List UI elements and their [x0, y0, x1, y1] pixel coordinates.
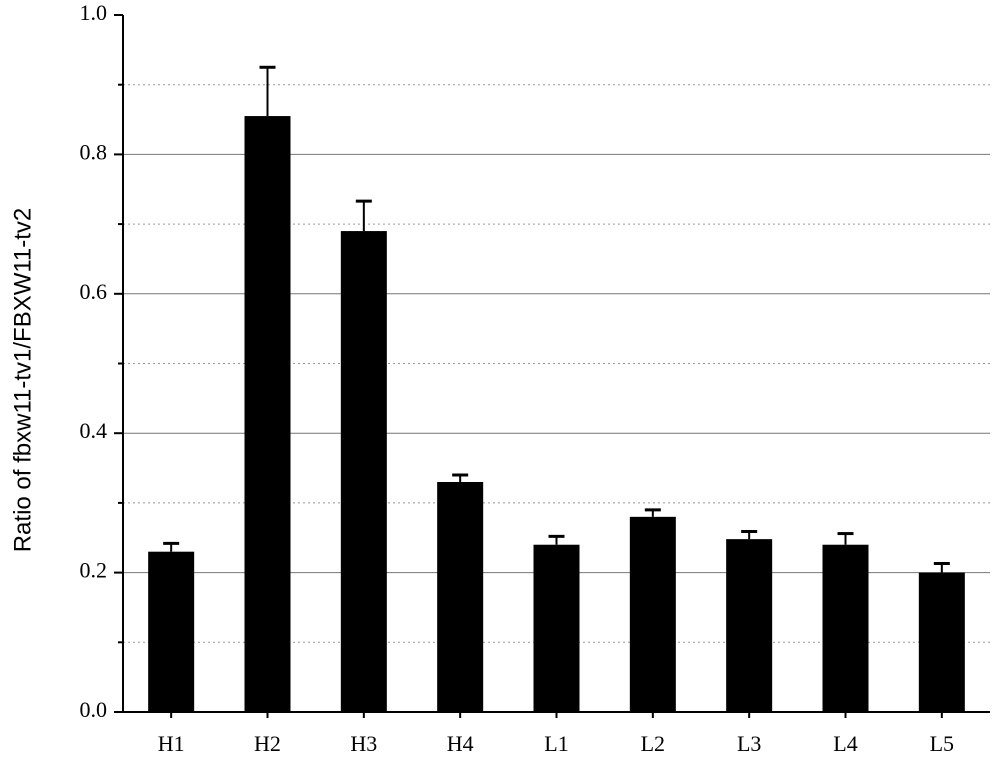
y-tick-label: 0.6 [80, 279, 108, 304]
bar [629, 516, 676, 712]
bar [726, 539, 773, 712]
y-axis-label: Ratio of fbxw11-tv1/FBXW11-tv2 [9, 208, 36, 553]
x-tick-label: H2 [254, 731, 281, 756]
x-tick-label: H1 [158, 731, 185, 756]
x-tick-label: L2 [641, 731, 665, 756]
bar [533, 544, 580, 712]
bar [244, 116, 291, 712]
y-tick-label: 0.2 [80, 558, 108, 583]
x-tick-label: L4 [833, 731, 857, 756]
x-tick-label: H3 [350, 731, 377, 756]
x-tick-label: L1 [544, 731, 568, 756]
bar [437, 481, 484, 712]
y-tick-label: 0.4 [80, 418, 108, 443]
x-tick-label: H4 [447, 731, 474, 756]
bar [148, 551, 195, 712]
bar [340, 231, 387, 712]
y-tick-label: 0.0 [80, 697, 108, 722]
bar [822, 544, 869, 712]
x-tick-label: L3 [737, 731, 761, 756]
y-tick-label: 0.8 [80, 139, 108, 164]
x-tick-label: L5 [930, 731, 954, 756]
bar [918, 572, 965, 712]
y-tick-label: 1.0 [80, 0, 108, 25]
